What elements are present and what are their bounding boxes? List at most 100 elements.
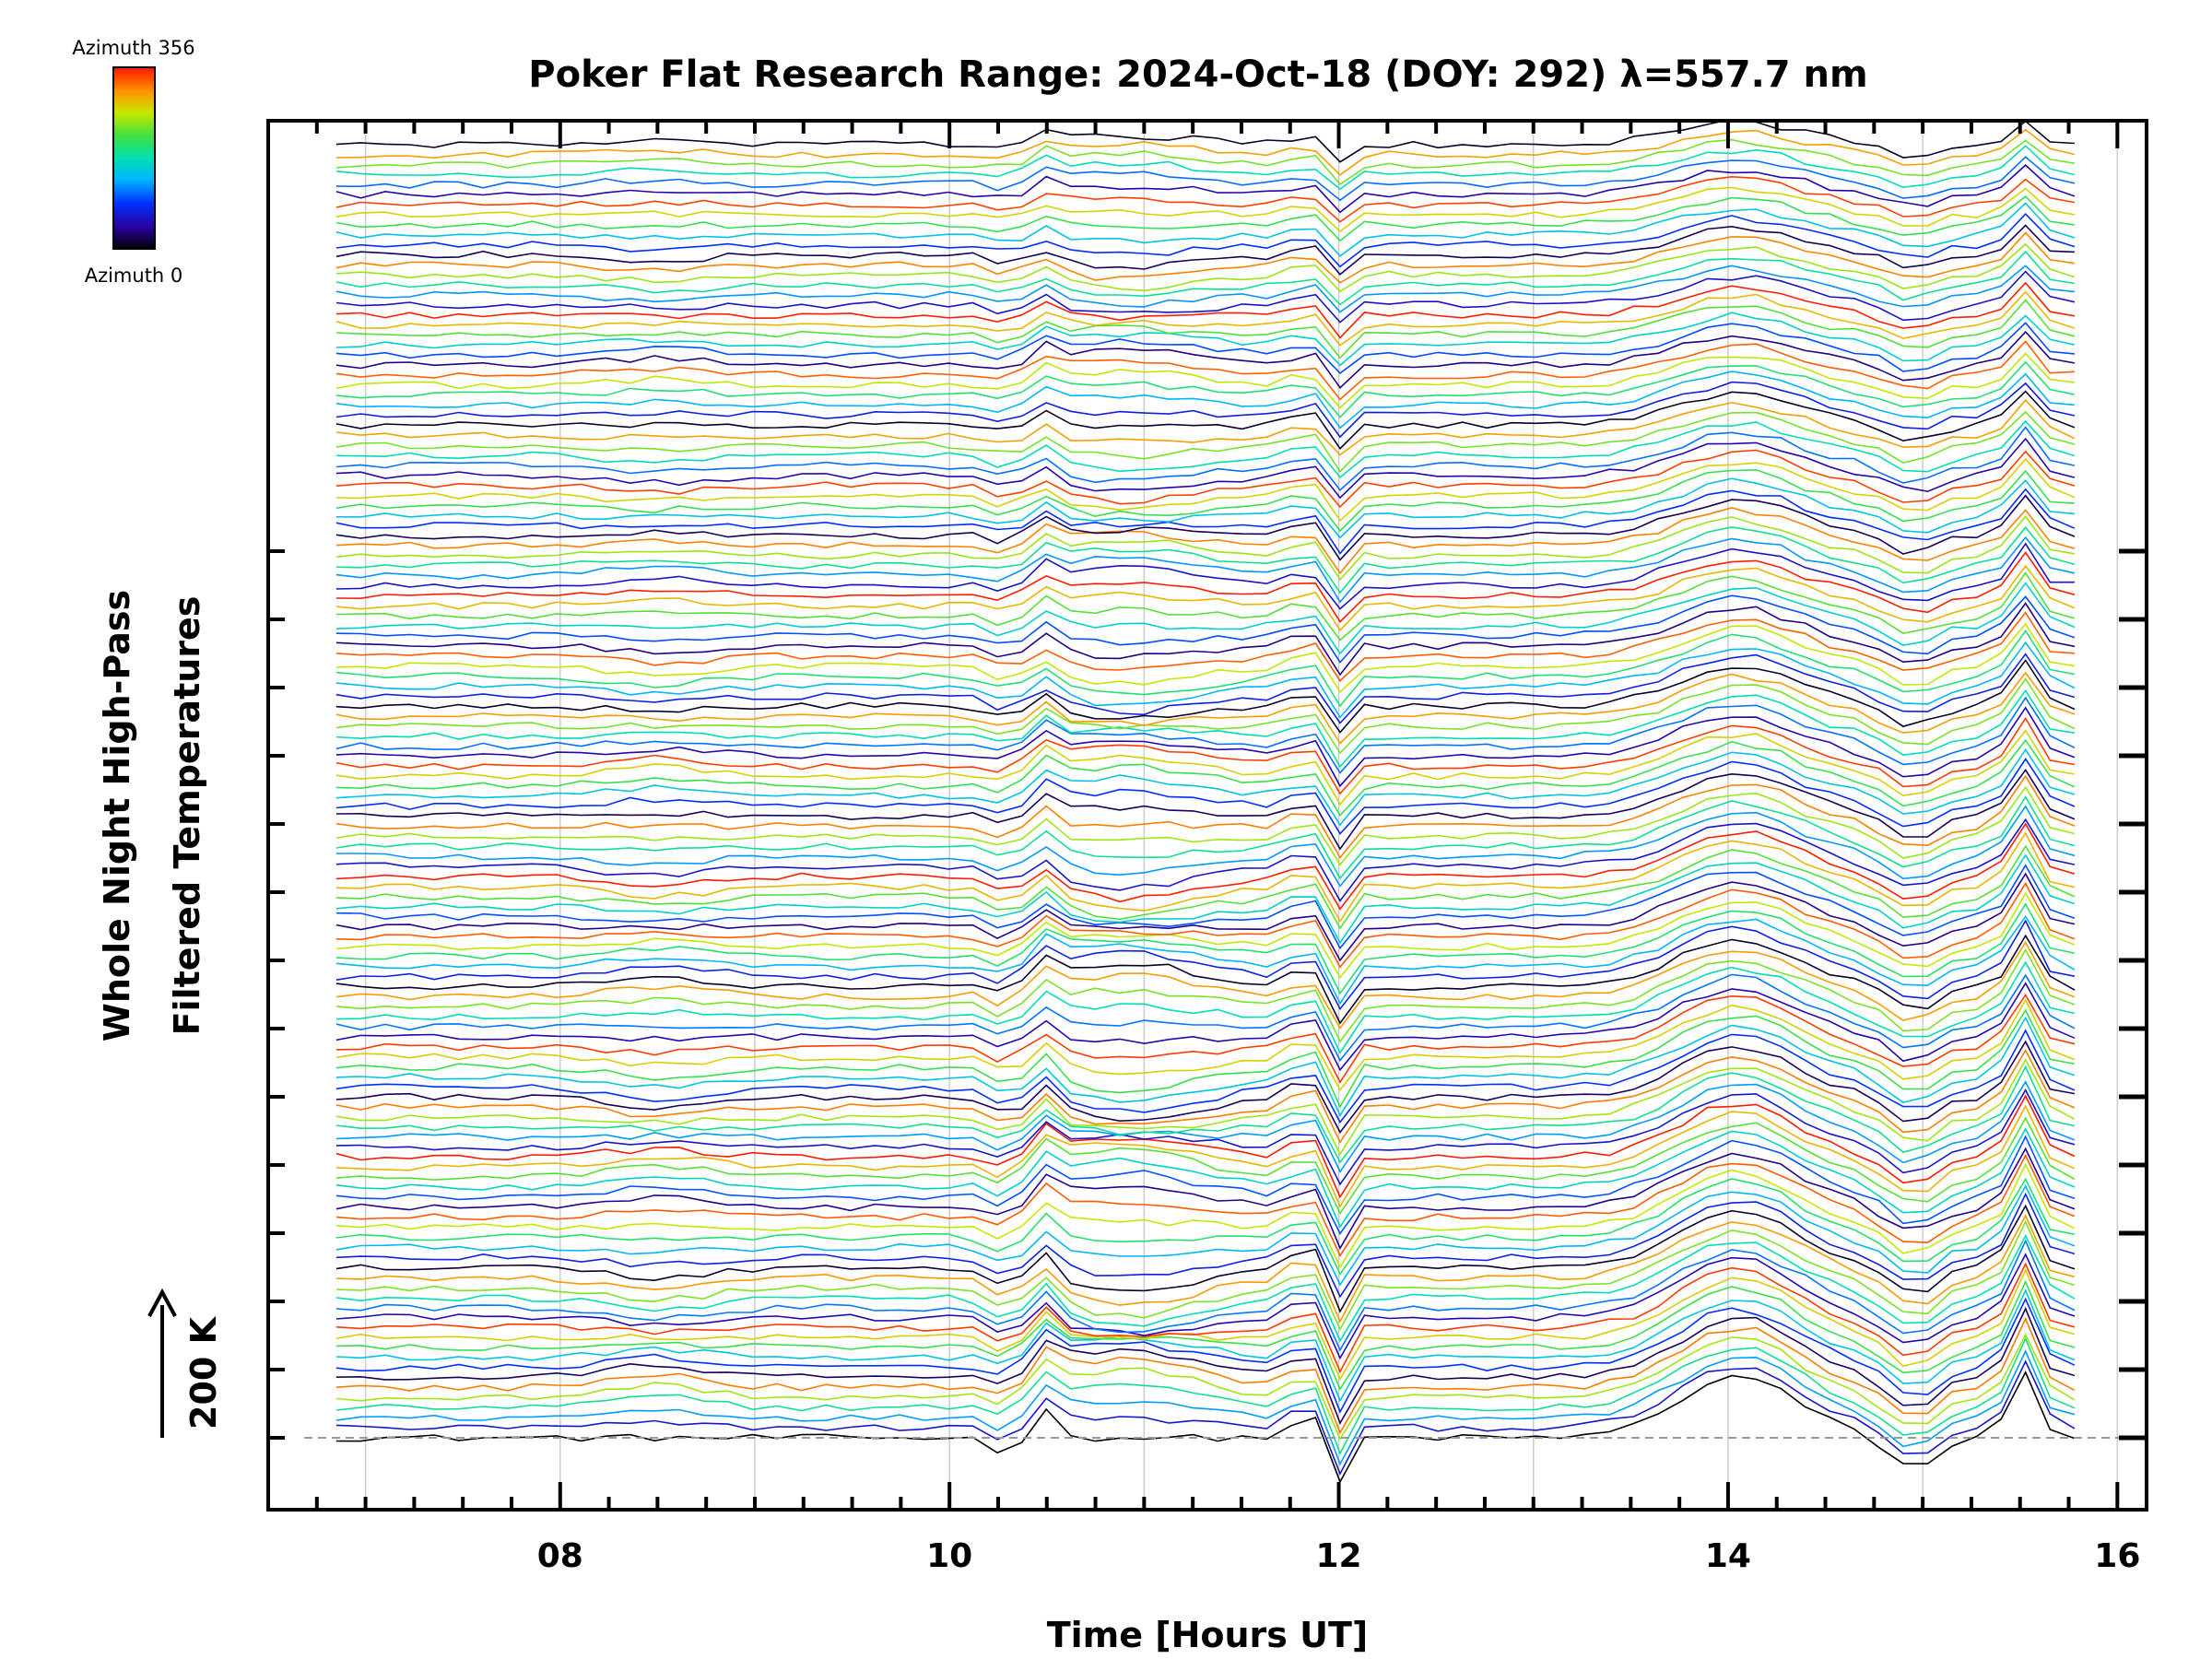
trace-line [335, 186, 2076, 233]
scale-label: 200 K [183, 1315, 224, 1430]
trace-line [335, 352, 2076, 409]
trace-line [335, 774, 2076, 859]
trace-line [335, 1040, 2076, 1134]
trace-line [335, 822, 2076, 911]
trace-line [335, 1279, 2076, 1391]
trace-line [335, 299, 2076, 359]
trace-line [335, 881, 2076, 969]
trace-line [335, 1371, 2076, 1484]
y-axis-label-line2: Filtered Temperatures [167, 596, 207, 1036]
trace-line [335, 1080, 2076, 1173]
trace-line [335, 120, 2075, 163]
trace-line [335, 398, 2076, 456]
trace-line [335, 1214, 2076, 1324]
trace-line [335, 891, 2076, 979]
trace-line [335, 468, 2075, 533]
trace-line [335, 1268, 2076, 1381]
y-axis-label-line1: Whole Night High-Pass [97, 590, 137, 1041]
trace-line [335, 488, 2076, 555]
trace-line [335, 611, 2075, 682]
trace-line [335, 747, 2076, 827]
trace-line [335, 231, 2076, 284]
trace-line [335, 818, 2076, 902]
trace-line [335, 1147, 2076, 1251]
trace-line [335, 1088, 2076, 1186]
trace-line [335, 410, 2076, 473]
trace-line [335, 1177, 2076, 1276]
trace-line [335, 551, 2076, 623]
trace-line [335, 437, 2076, 500]
trace-line [335, 622, 2076, 694]
trace-line [335, 1306, 2076, 1425]
trace-line [335, 629, 2076, 708]
trace-line [335, 213, 2076, 268]
trace-line [335, 831, 2076, 924]
trace-line [335, 696, 2076, 774]
x-tick-label: 08 [537, 1537, 583, 1575]
trace-line [335, 477, 2075, 539]
axis-ticks [266, 121, 2147, 1510]
trace-line [335, 250, 2076, 306]
trace-line [335, 1234, 2076, 1343]
colorbar-top-label: Azimuth 356 [72, 37, 194, 59]
trace-line [335, 1048, 2076, 1144]
trace-line [335, 138, 2076, 185]
trace-line [335, 914, 2076, 1006]
trace-line [335, 641, 2076, 719]
trace-line [335, 1029, 2076, 1124]
trace-line [335, 202, 2076, 257]
trace-line [335, 330, 2076, 389]
trace-line [335, 738, 2076, 817]
trace-line [335, 156, 2076, 202]
trace-line [335, 844, 2076, 930]
trace-line [335, 947, 2076, 1043]
trace-line [335, 1104, 2076, 1208]
trace-line [335, 1288, 2076, 1403]
trace-line [335, 265, 2075, 313]
trace-line [335, 864, 2076, 950]
trace-line [335, 1184, 2076, 1287]
trace-line [335, 1154, 2076, 1257]
x-axis-label: Time [Hours UT] [1047, 1615, 1369, 1655]
x-tick-labels: 08 10 12 14 16 [537, 1537, 2141, 1575]
trace-line [335, 1135, 2076, 1235]
trace-line [335, 602, 2076, 677]
trace-line [335, 1336, 2076, 1455]
trace-line [335, 281, 2076, 339]
trace-line [335, 371, 2075, 429]
trace-line [335, 1262, 2076, 1374]
traces [335, 120, 2076, 1484]
trace-line [335, 145, 2076, 191]
trace-line [335, 785, 2076, 866]
trace-line [335, 677, 2076, 755]
trace-line [335, 494, 2076, 561]
trace-line [335, 902, 2076, 995]
trace-line [335, 1127, 2076, 1229]
trace-line [335, 1204, 2076, 1313]
trace-line [335, 659, 2076, 734]
trace-line [335, 1094, 2076, 1199]
trace-line [335, 1253, 2076, 1360]
trace-line [335, 1349, 2076, 1466]
trace-line [335, 671, 2076, 745]
scale-marker: 200 K [147, 1288, 224, 1438]
trace-line [335, 688, 2076, 769]
trace-line [335, 758, 2076, 835]
trace-line [335, 872, 2076, 962]
trace-line [335, 1359, 2076, 1476]
x-tick-label: 14 [1705, 1537, 1751, 1575]
trace-line [335, 242, 2076, 293]
trace-line [335, 994, 2076, 1084]
trace-line [335, 1008, 2076, 1109]
trace-line [335, 270, 2076, 324]
colorbar-bottom-label: Azimuth 0 [85, 265, 183, 287]
trace-line [335, 1058, 2076, 1156]
trace-line [335, 1219, 2076, 1331]
trace-line [335, 960, 2076, 1054]
trace-line [335, 360, 2076, 418]
trace-line [335, 934, 2076, 1025]
trace-line [335, 940, 2076, 1030]
trace-line [335, 564, 2076, 632]
grid-lines [364, 121, 2119, 1510]
trace-line [335, 515, 2076, 582]
